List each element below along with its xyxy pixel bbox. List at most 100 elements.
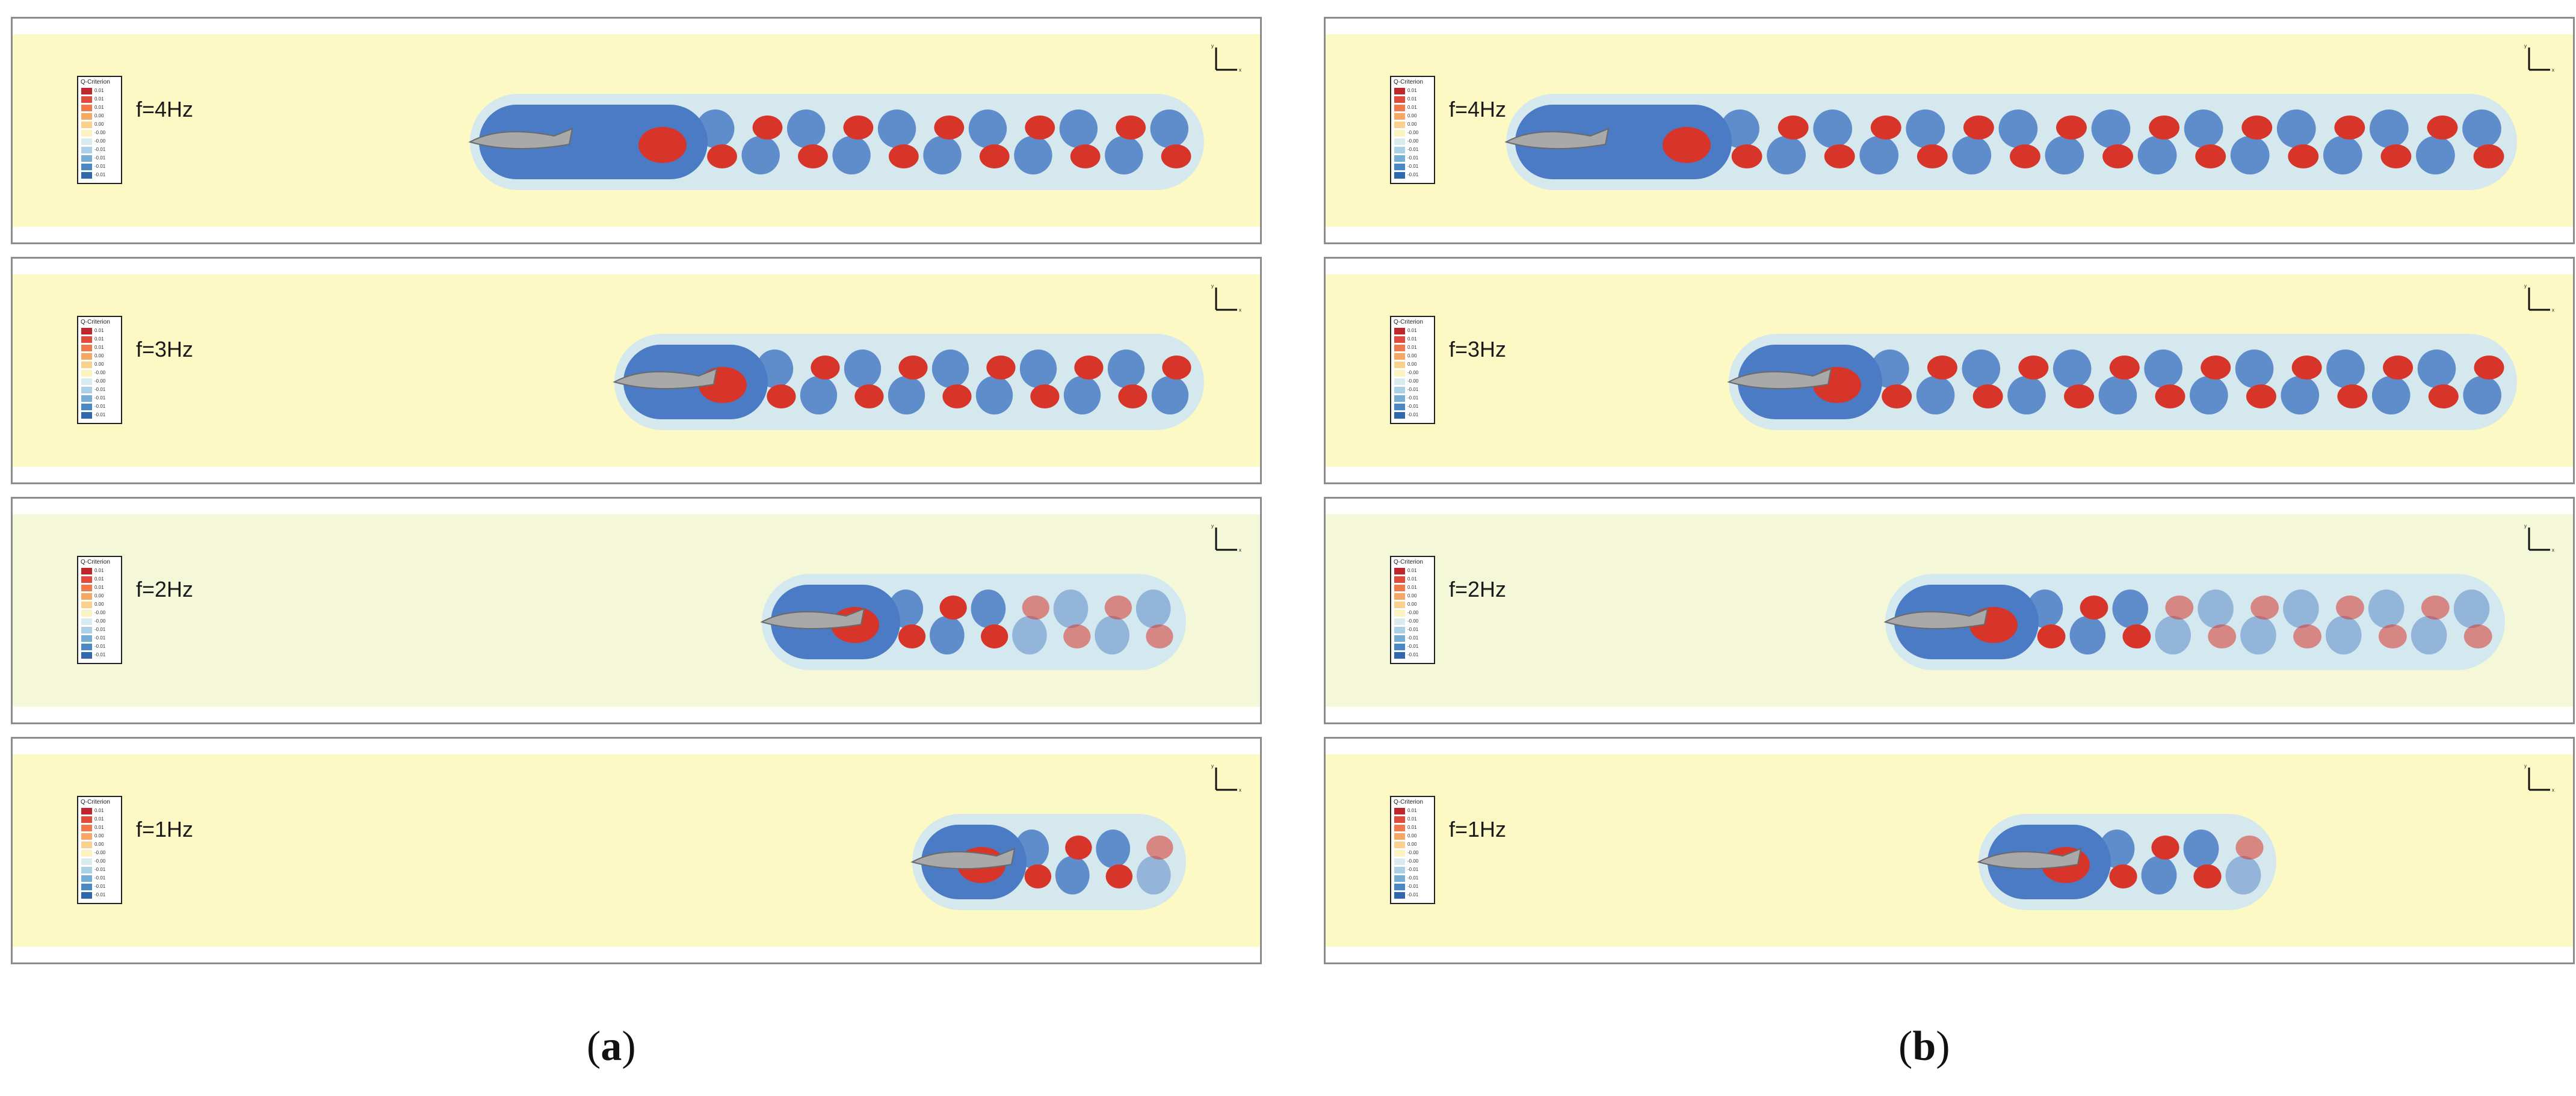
legend-swatch xyxy=(1394,610,1405,617)
vortex-red xyxy=(2337,384,2368,408)
flow-field xyxy=(1326,34,2573,227)
legend-swatch xyxy=(81,618,92,625)
vortex-red xyxy=(752,115,783,140)
vortex-red xyxy=(638,127,687,163)
legend-level-label: -0.01 xyxy=(94,644,106,649)
vortex-red xyxy=(2195,144,2226,168)
flow-field xyxy=(13,514,1260,707)
vortex-blue xyxy=(2411,616,2447,654)
legend-swatch xyxy=(81,892,92,899)
vortex-blue xyxy=(1135,590,1171,628)
axis-x-label: x xyxy=(2552,787,2554,793)
panel-a-f-3hz: Q-Criterion 0.01 0.01 0.01 0.00 0.00 -0.00 -0.0… xyxy=(11,257,1262,484)
legend-level-label: -0.01 xyxy=(1407,172,1419,177)
legend-swatch xyxy=(81,164,92,170)
vortex-red xyxy=(1663,127,1711,163)
legend-swatch xyxy=(81,602,92,608)
vortex-blue xyxy=(1962,349,2001,388)
vortex-red xyxy=(2427,115,2458,140)
legend-level-label: 0.01 xyxy=(1407,568,1417,573)
legend-swatch xyxy=(1394,602,1405,608)
legend-swatch xyxy=(81,353,92,360)
vortex-red xyxy=(2193,864,2222,888)
legend-swatch xyxy=(81,652,92,659)
vortex-blue xyxy=(1063,376,1101,414)
vortex-red xyxy=(2250,596,2279,620)
fish-body xyxy=(1883,608,1989,630)
panel-b-f-3hz: Q-Criterion 0.01 0.01 0.01 0.00 0.00 -0.00 -0.0… xyxy=(1324,257,2575,484)
vortex-blue xyxy=(2453,590,2490,628)
vortex-blue xyxy=(832,136,871,174)
vortex-blue xyxy=(741,136,780,174)
frequency-label: f=4Hz xyxy=(1449,97,1507,122)
legend-level-label: -0.01 xyxy=(94,635,106,641)
axis-indicator: yx xyxy=(1211,283,1241,313)
legend-level-label: -0.01 xyxy=(1407,644,1419,649)
vortex-blue xyxy=(2069,616,2106,654)
legend-swatch xyxy=(1394,336,1405,343)
frequency-label: f=3Hz xyxy=(136,337,194,362)
vortex-red xyxy=(1778,115,1809,140)
legend-level-label: 0.00 xyxy=(94,593,104,599)
panel-b-f-1hz: Q-Criterion 0.01 0.01 0.01 0.00 0.00 -0.00 -0.0… xyxy=(1324,737,2575,964)
vortex-red xyxy=(1116,115,1146,140)
legend-swatch xyxy=(81,122,92,128)
vortex-red xyxy=(2380,144,2412,168)
vortex-blue xyxy=(975,376,1013,414)
vortex-blue xyxy=(1096,830,1131,868)
vortex-red xyxy=(1063,624,1091,648)
legend-level-label: -0.01 xyxy=(1407,875,1419,881)
vortex-red xyxy=(2122,624,2151,648)
legend-level-label: 0.01 xyxy=(94,345,104,350)
legend-level-label: 0.00 xyxy=(94,362,104,367)
vortex-red xyxy=(1927,356,1957,380)
legend-swatch xyxy=(1394,88,1405,94)
vortex-blue xyxy=(2137,136,2177,174)
field-background xyxy=(1326,754,2573,947)
colorbar-legend: Q-Criterion 0.01 0.01 0.01 0.00 0.00 -0.00 -0.0… xyxy=(1390,796,1435,904)
panel-a-f-2hz: Q-Criterion 0.01 0.01 0.01 0.00 0.00 -0.00 -0.0… xyxy=(11,497,1262,724)
vortex-red xyxy=(2102,144,2133,168)
vortex-blue xyxy=(2190,376,2228,414)
vortex-blue xyxy=(2283,590,2319,628)
legend-swatch xyxy=(1394,113,1405,120)
legend-title: Q-Criterion xyxy=(1394,799,1423,805)
vortex-blue xyxy=(1859,136,1899,174)
vortex-blue xyxy=(1059,109,1098,148)
vortex-blue xyxy=(2230,136,2270,174)
vortex-blue xyxy=(2184,109,2223,148)
axis-x-label: x xyxy=(1239,67,1241,73)
legend-swatch xyxy=(81,412,92,419)
vortex-blue xyxy=(844,349,882,388)
legend-level-label: -0.01 xyxy=(1407,147,1419,152)
legend-swatch xyxy=(81,875,92,882)
legend-swatch xyxy=(81,635,92,642)
vortex-blue xyxy=(1015,830,1049,868)
vortex-red xyxy=(2378,624,2407,648)
legend-swatch xyxy=(81,404,92,410)
vortex-blue xyxy=(1095,616,1129,654)
legend-level-label: -0.00 xyxy=(94,610,106,615)
legend-level-label: 0.01 xyxy=(1407,816,1417,822)
fish-body xyxy=(1504,128,1610,150)
vortex-red xyxy=(2208,624,2237,648)
colorbar-legend: Q-Criterion 0.01 0.01 0.01 0.00 0.00 -0.00 -0.0… xyxy=(77,556,122,664)
legend-level-label: -0.01 xyxy=(94,875,106,881)
axis-y-label: y xyxy=(2524,43,2527,49)
axis-x-label: x xyxy=(2552,307,2554,313)
vortex-blue xyxy=(2326,616,2362,654)
vortex-blue xyxy=(923,136,962,174)
fish-body xyxy=(613,368,718,390)
vortex-blue xyxy=(1952,136,1992,174)
legend-swatch xyxy=(81,370,92,377)
vortex-blue xyxy=(2462,109,2501,148)
legend-swatch xyxy=(81,328,92,334)
legend-swatch xyxy=(1394,858,1405,865)
legend-level-label: 0.00 xyxy=(1407,353,1417,359)
legend-level-label: 0.00 xyxy=(94,353,104,359)
legend-title: Q-Criterion xyxy=(81,799,110,805)
vortex-red xyxy=(1104,596,1132,620)
axis-indicator: yx xyxy=(2524,523,2554,553)
legend-title: Q-Criterion xyxy=(1394,79,1423,85)
legend-level-label: 0.00 xyxy=(94,842,104,847)
